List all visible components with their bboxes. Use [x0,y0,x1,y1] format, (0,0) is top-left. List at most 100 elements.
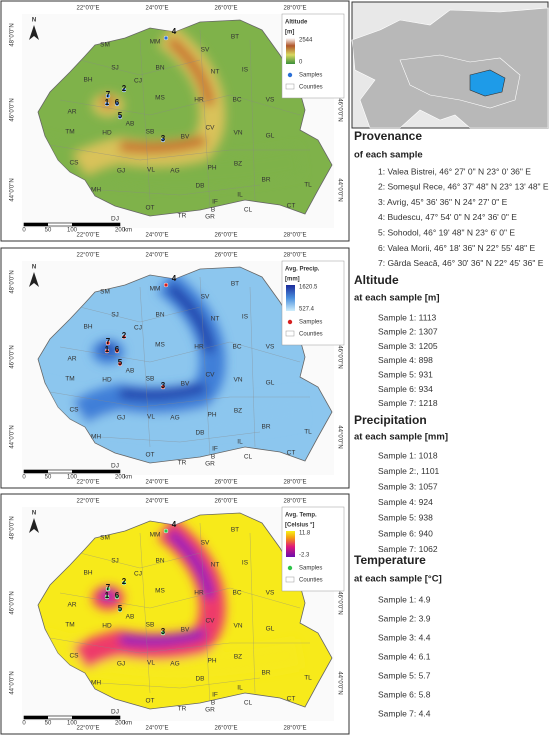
legend-sample-symbol [287,565,293,571]
legend-samples: Samples [299,73,322,79]
longitude-label: 22°0'0"E [76,499,99,505]
scale-bar-black [72,470,120,473]
section-item: 7: Gârda Seacă, 46° 30' 36" N 22° 45' 36… [378,258,544,268]
scale-label: 100 [67,475,78,481]
sample-point [114,594,120,600]
sample-point [105,340,111,346]
longitude-label: 22°0'0"E [76,6,99,12]
latitude-label: 46°0'0"N [10,591,16,614]
section-subheading: at each sample [°C] [354,574,442,585]
county-label: BH [83,570,92,577]
section-heading: Temperature [354,553,426,567]
section-heading: Precipitation [354,413,427,427]
sample-label: 4 [172,520,177,529]
county-label: IL [237,192,243,199]
county-label: MH [91,434,101,441]
section-item: Sample 7: 4.4 [378,708,431,718]
county-label: TM [65,622,74,629]
county-label: HD [102,623,112,630]
county-label: GL [266,380,275,387]
sample-label: 2 [122,577,127,586]
sample-label: 7 [106,337,111,346]
county-label: CT [287,203,296,210]
latitude-label: 44°0'0"N [10,178,16,201]
county-label: CJ [134,571,142,578]
longitude-label: 28°0'0"E [283,726,306,732]
scale-label: 50 [45,721,52,727]
county-label: MH [91,187,101,194]
scale-label: 100 [67,721,78,727]
sample-point [160,137,166,143]
longitude-label: 24°0'0"E [145,253,168,259]
legend-sample-symbol [287,72,293,78]
sample-point [104,594,110,600]
legend-counties: Counties [299,578,323,584]
colorbar-min: -2.3 [299,553,310,559]
sample-point [105,93,111,99]
county-label: DB [195,430,204,437]
county-label: NT [211,69,220,76]
county-label: CT [287,450,296,457]
sample-label: 6 [115,345,120,354]
section-subheading: at each sample [m] [354,293,440,304]
north-label: N [32,265,36,271]
county-label: BV [181,627,190,634]
sample-label: 2 [122,331,127,340]
county-label: HR [194,344,204,351]
county-label: BV [181,134,190,141]
legend-samples: Samples [299,320,322,326]
county-label: CL [244,700,253,707]
lowland-band [38,628,303,681]
sample-point [160,630,166,636]
section-item: 3: Avrig, 45° 36' 36" N 24° 27' 0" E [378,197,508,207]
county-label: CL [244,454,253,461]
section-item: Sample 7: 1218 [378,398,438,408]
county-label: GJ [117,415,125,422]
section-heading: Altitude [354,273,399,287]
scale-label: 0 [22,228,26,234]
scale-bar-black [24,223,48,226]
county-label: MS [155,342,165,349]
county-label: AB [126,614,135,621]
section-item: Sample 7: 1062 [378,544,438,554]
county-label: GR [205,214,215,221]
scale-label: km [124,721,132,727]
lowland-band [38,382,303,435]
county-label: BT [231,34,239,41]
scale-label: 50 [45,475,52,481]
longitude-label: 26°0'0"E [214,6,237,12]
county-label: IS [242,67,249,74]
colorbar-min: 0 [299,60,303,66]
county-label: CJ [134,78,142,85]
county-label: AG [170,415,179,422]
sample-point [105,586,111,592]
section-item: Sample 2:, 1101 [378,466,440,476]
scale-label: 0 [22,721,26,727]
section-item: Sample 4: 924 [378,497,433,507]
longitude-label: 22°0'0"E [76,233,99,239]
latitude-label: 46°0'0"N [10,98,16,121]
section-item: 4: Budescu, 47° 54' 0" N 24° 36' 0" E [378,212,517,222]
legend-title: Avg. Temp. [285,513,317,519]
county-label: BC [232,344,241,351]
county-label: BZ [234,408,242,415]
north-arrow [29,25,39,40]
county-label: TR [178,706,187,713]
latitude-label: 46°0'0"N [10,345,16,368]
county-label: SM [100,42,110,49]
sample-point [117,607,123,613]
county-label: OT [145,698,154,705]
county-label: HR [194,590,204,597]
county-label: VL [147,167,155,174]
county-label: AG [170,661,179,668]
latitude-label: 48°0'0"N [10,516,16,539]
county-label: MS [155,588,165,595]
scale-label: 200 [115,721,126,727]
county-label: BC [232,97,241,104]
section-item: Sample 1: 1018 [378,450,438,460]
mountain-core [119,529,215,646]
county-label: PH [207,165,216,172]
county-label: TR [178,213,187,220]
